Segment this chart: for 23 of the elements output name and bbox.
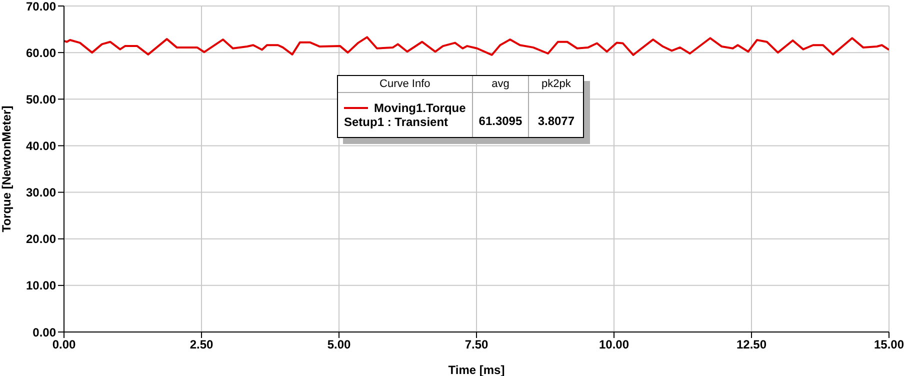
y-tick-label: 70.00 [26, 0, 56, 14]
y-axis-title: Torque [NewtonMeter] [0, 106, 14, 232]
y-tick-label: 20.00 [26, 232, 56, 246]
y-tick-label: 60.00 [26, 46, 56, 60]
x-tick-label: 5.00 [327, 338, 351, 352]
x-tick-label: 2.50 [190, 338, 214, 352]
annotation: 61.3095 [472, 92, 529, 137]
y-tick-label: 0.00 [32, 325, 56, 340]
legend-title: Curve Info [338, 76, 472, 92]
y-tick-label: 10.00 [26, 278, 56, 293]
annotation: 3.8077 [536, 113, 576, 130]
annotation: avg [472, 76, 529, 92]
legend-label: Moving1.Torque [374, 101, 466, 115]
x-tick-label: 0.00 [52, 338, 76, 352]
annotation: pk2pk [540, 77, 572, 92]
annotation: Setup1 : Transient [344, 115, 450, 129]
y-tick-label: 50.00 [26, 92, 56, 106]
y-tick-label: 40.00 [26, 138, 56, 153]
y-tick-label: 30.00 [26, 186, 56, 200]
x-tick-label: 15.00 [874, 338, 904, 352]
x-tick-label: 12.50 [736, 338, 767, 352]
x-tick-label: 10.00 [598, 338, 630, 352]
x-tick-label: 7.50 [464, 338, 488, 352]
